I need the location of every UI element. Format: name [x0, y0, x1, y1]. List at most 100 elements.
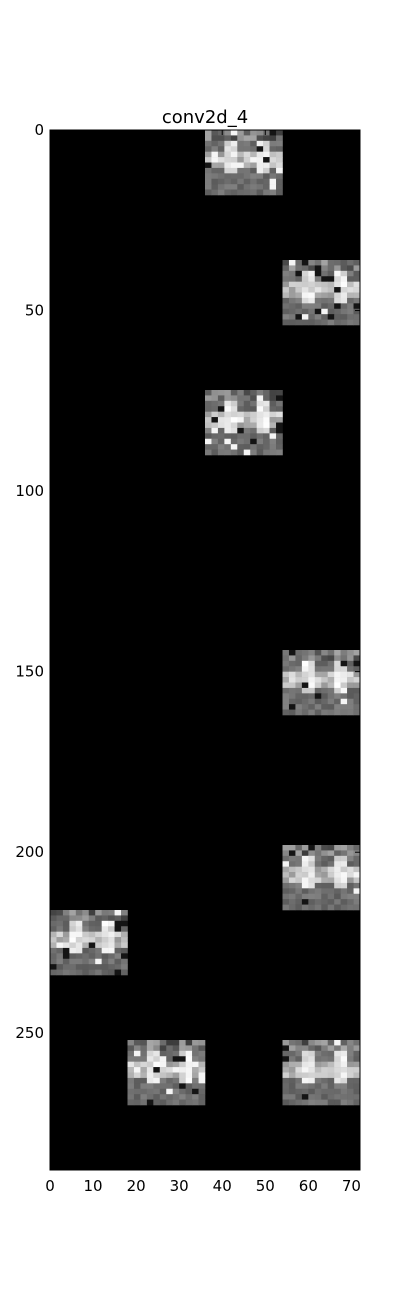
tile-cell: [172, 1061, 180, 1068]
tile-cell: [166, 1040, 174, 1046]
tile-cell: [321, 655, 329, 662]
tile-cell: [295, 904, 303, 911]
tile-cell: [347, 882, 354, 889]
tile-cell: [301, 292, 309, 299]
tile-cell: [288, 270, 296, 277]
tile-cell: [179, 1072, 186, 1079]
tile-cell: [308, 1083, 316, 1090]
tile-cell: [179, 1083, 186, 1090]
tile-cell: [334, 899, 341, 905]
tile-cell: [133, 1040, 141, 1046]
tile-cell: [340, 709, 348, 716]
tile-cell: [321, 650, 329, 656]
tile-cell: [321, 1072, 329, 1079]
tile-cell: [108, 964, 115, 970]
tile-cell: [321, 682, 329, 689]
tile-cell: [334, 660, 341, 667]
tile-cell: [224, 167, 232, 174]
tile-cell: [295, 1083, 303, 1090]
tile-cell: [314, 265, 322, 272]
tile-cell: [269, 135, 277, 142]
tile-cell: [101, 920, 109, 927]
tile-cell: [101, 937, 109, 943]
tile-cell: [269, 178, 277, 185]
tile-cell: [347, 265, 354, 272]
tile-cell: [269, 422, 277, 429]
tile-cell: [308, 655, 316, 662]
tile-cell: [146, 1040, 154, 1046]
tile-cell: [321, 677, 329, 683]
tile-cell: [327, 677, 335, 683]
tile-cell: [347, 850, 354, 857]
tile-cell: [321, 660, 329, 667]
tile-cell: [243, 449, 251, 456]
tile-cell: [327, 650, 335, 656]
tile-cell: [321, 270, 329, 277]
tile-cell: [282, 270, 290, 277]
tile-cell: [153, 1045, 161, 1052]
tile-cell: [308, 845, 316, 851]
tile-cell: [314, 872, 322, 878]
tile-cell: [308, 1099, 316, 1106]
tile-cell: [347, 287, 354, 293]
tile-cell: [88, 926, 96, 932]
tile-cell: [185, 1040, 193, 1046]
tile-cell: [347, 687, 354, 694]
tile-cell: [62, 937, 70, 943]
tile-cell: [224, 400, 232, 407]
tile-cell: [327, 888, 335, 895]
tile-cell: [250, 173, 257, 180]
tile-cell: [172, 1056, 180, 1062]
tile-cell: [301, 682, 309, 689]
tile-cell: [205, 167, 212, 174]
tile-cell: [211, 173, 219, 180]
tile-cell: [230, 400, 238, 407]
tile-cell: [308, 698, 316, 705]
tile-cell: [153, 1088, 161, 1095]
tile-cell: [301, 899, 309, 905]
tile-cell: [82, 926, 90, 932]
tile-cell: [321, 1099, 329, 1106]
tile-cell: [192, 1067, 199, 1073]
tile-cell: [314, 893, 322, 900]
tile-cell: [347, 704, 354, 710]
tile-cell: [211, 184, 219, 190]
tile-cell: [256, 427, 264, 434]
tile-cell: [205, 173, 212, 180]
tile-cell: [256, 444, 264, 450]
tile-cell: [308, 287, 316, 293]
tile-cell: [347, 671, 354, 678]
tile-cell: [288, 698, 296, 705]
tile-cell: [256, 411, 264, 418]
tile-cell: [166, 1083, 174, 1090]
tile-cell: [301, 1067, 309, 1073]
tile-cell: [295, 1056, 303, 1062]
tile-cell: [121, 947, 128, 954]
tile-cell: [88, 915, 96, 922]
tile-cell: [75, 942, 83, 949]
tile-cell: [295, 314, 303, 320]
tile-cell: [75, 969, 83, 976]
tile-cell: [108, 920, 115, 927]
tile-cell: [334, 1094, 341, 1100]
tile-cell: [256, 189, 264, 196]
tile-cell: [217, 135, 225, 142]
tile-cell: [288, 1099, 296, 1106]
tile-cell: [327, 861, 335, 867]
tile-cell: [347, 1061, 354, 1068]
tile-cell: [50, 947, 57, 954]
tile-cell: [282, 872, 290, 878]
tile-cell: [301, 655, 309, 662]
tile-cell: [321, 855, 329, 862]
tile-cell: [288, 655, 296, 662]
tile-cell: [347, 872, 354, 878]
tile-cell: [340, 1088, 348, 1095]
tile-cell: [353, 1045, 361, 1052]
tile-cell: [295, 1067, 303, 1073]
tile-cell: [327, 1045, 335, 1052]
tile-cell: [327, 655, 335, 662]
tile-cell: [353, 287, 361, 293]
tile-cell: [340, 314, 348, 320]
tile-cell: [334, 655, 341, 662]
tile-cell: [347, 270, 354, 277]
